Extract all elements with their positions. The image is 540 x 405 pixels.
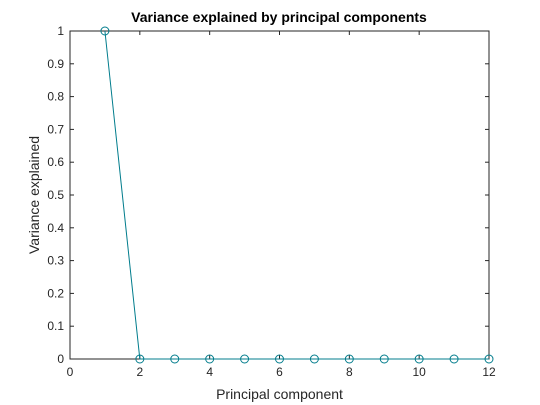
y-tick-label: 0.7 — [47, 122, 64, 136]
y-tick-label: 0.3 — [47, 254, 64, 268]
data-point — [275, 354, 284, 364]
data-point — [449, 354, 459, 364]
y-tick-label: 0.9 — [47, 57, 64, 71]
x-tick-label: 10 — [412, 365, 426, 379]
x-axis-label: Principal component — [216, 386, 343, 402]
y-axis-label: Variance explained — [26, 136, 42, 254]
x-tick-label: 4 — [206, 365, 213, 379]
x-axis: 0 2 4 6 8 10 12 — [67, 31, 496, 379]
x-tick-label: 2 — [136, 365, 143, 379]
data-point — [484, 354, 494, 364]
plot-area — [69, 30, 490, 360]
chart-title: Variance explained by principal componen… — [131, 9, 427, 25]
y-tick-label: 0 — [57, 352, 64, 366]
data-point — [240, 354, 250, 364]
data-point — [309, 354, 319, 364]
data-point — [414, 354, 424, 364]
data-point — [170, 354, 180, 364]
data-point — [135, 354, 145, 364]
y-tick-label: 0.2 — [47, 286, 64, 300]
data-point — [100, 26, 110, 36]
y-axis: 0 0.1 0.2 0.3 0.4 0.5 0.6 0.7 0.8 0.9 1 — [47, 24, 489, 366]
x-tick-label: 8 — [346, 365, 353, 379]
data-point — [205, 354, 215, 364]
y-tick-label: 0.5 — [47, 188, 64, 202]
x-tick-label: 12 — [482, 365, 496, 379]
data-point — [379, 354, 389, 364]
data-point — [344, 354, 354, 364]
series-layer — [100, 26, 494, 364]
x-tick-label: 0 — [67, 365, 74, 379]
y-tick-label: 0.6 — [47, 155, 64, 169]
y-tick-label: 0.8 — [47, 90, 64, 104]
x-tick-label: 6 — [276, 365, 283, 379]
y-tick-label: 0.4 — [47, 221, 64, 235]
y-tick-label: 0.1 — [47, 319, 64, 333]
series-line — [104, 30, 489, 360]
y-tick-label: 1 — [57, 24, 64, 38]
